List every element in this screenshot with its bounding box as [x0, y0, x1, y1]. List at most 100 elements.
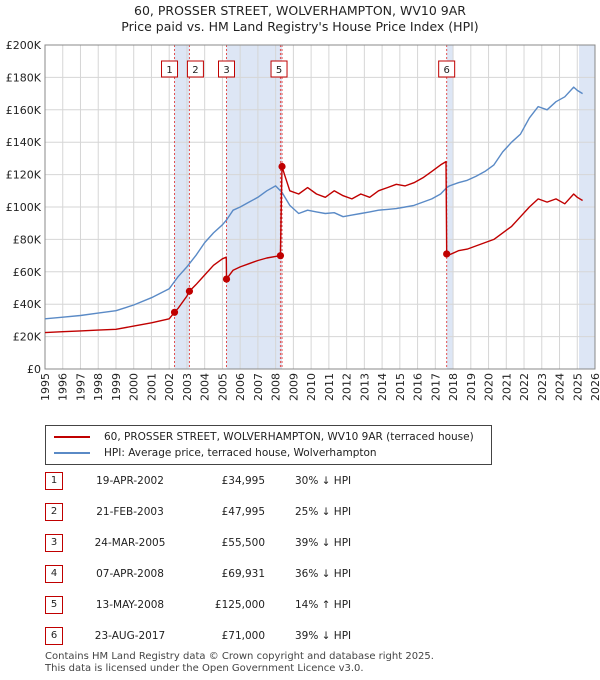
- sale-label-text: 5: [276, 65, 282, 76]
- sale-points: [170, 162, 451, 316]
- sale-point-6: [443, 250, 451, 258]
- x-tick-label: 2026: [589, 373, 600, 401]
- x-tick-label: 1996: [57, 373, 70, 401]
- sale-point-3: [222, 275, 231, 283]
- y-tick-label: £60K: [13, 266, 42, 279]
- x-tick-label: 2018: [447, 373, 460, 401]
- x-tick-label: 2004: [199, 373, 212, 401]
- sale-price: £47,995: [221, 506, 265, 518]
- x-tick-label: 2001: [145, 373, 158, 401]
- x-tick-label: 2002: [163, 373, 176, 401]
- x-tick-label: 2021: [500, 373, 513, 401]
- legend-property: 60, PROSSER STREET, WOLVERHAMPTON, WV10 …: [54, 429, 474, 445]
- sale-hpi-diff: 30% ↓ HPI: [295, 475, 352, 487]
- sale-label-box: [186, 60, 204, 78]
- y-tick-label: £160K: [6, 104, 42, 117]
- sale-date: 21-FEB-2003: [96, 506, 164, 518]
- table-row: 4 07-APR-2008 £69,931 36% ↓ HPI: [45, 565, 445, 583]
- sale-price: £34,995: [221, 475, 265, 487]
- x-tick-label: 2025: [571, 373, 584, 401]
- sale-badge: 2: [45, 503, 63, 521]
- sale-point-5: [278, 162, 286, 171]
- plot-area: [44, 44, 596, 370]
- x-tick-label: 1999: [110, 373, 123, 401]
- x-tick-label: 2023: [536, 373, 549, 401]
- sale-badge: 5: [45, 596, 63, 614]
- sale-badge: 3: [45, 534, 63, 552]
- x-tick-label: 2000: [128, 373, 141, 401]
- x-axis-ticks: 1995 1996 1997 1998 1999 2000 2001 2002 2003 2004…: [39, 373, 600, 401]
- x-tick-label: 2007: [252, 373, 265, 401]
- y-axis-ticks: £0 £20K £40K £60K £80K £100K £120K £140K £160K £1…: [6, 39, 42, 376]
- x-tick-label: 2003: [181, 373, 194, 401]
- sale-point-1: [170, 308, 179, 316]
- y-tick-label: £0: [27, 363, 41, 376]
- hpi-line: [44, 86, 583, 320]
- series-lines: [44, 86, 583, 334]
- x-tick-label: 2022: [518, 373, 531, 401]
- x-tick-label: 2008: [270, 373, 283, 401]
- x-tick-label: 2006: [234, 373, 247, 401]
- sale-label-box: [438, 60, 456, 78]
- legend-property-label: 60, PROSSER STREET, WOLVERHAMPTON, WV10 …: [104, 431, 474, 443]
- table-row: 5 13-MAY-2008 £125,000 14% ↑ HPI: [45, 596, 445, 614]
- legend-hpi-swatch: [54, 452, 90, 454]
- sale-date: 13-MAY-2008: [95, 599, 165, 611]
- chart-title: 60, PROSSER STREET, WOLVERHAMPTON, WV10 …: [134, 3, 466, 18]
- sale-hpi-diff: 36% ↓ HPI: [295, 568, 352, 580]
- x-tick-label: 2009: [287, 373, 300, 401]
- chart-subtitle: Price paid vs. HM Land Registry's House …: [121, 19, 479, 34]
- x-tick-label: 2014: [376, 373, 389, 401]
- y-tick-label: £180K: [6, 71, 42, 84]
- table-row: 1 19-APR-2002 £34,995 30% ↓ HPI: [45, 472, 445, 490]
- sale-labels: 1 2 3 5 6: [161, 60, 456, 78]
- sale-badge: 1: [45, 472, 63, 490]
- sale-price: £125,000: [214, 599, 265, 611]
- y-tick-label: £100K: [6, 201, 42, 214]
- sale-hpi-diff: 25% ↓ HPI: [295, 506, 352, 518]
- sale-badge: 6: [45, 627, 63, 645]
- sale-price: £69,931: [221, 568, 265, 580]
- sale-label-box: [161, 60, 179, 78]
- sale-label-box: [270, 60, 288, 78]
- legend: 60, PROSSER STREET, WOLVERHAMPTON, WV10 …: [45, 425, 492, 465]
- y-tick-label: £120K: [6, 169, 42, 182]
- x-tick-label: 2015: [394, 373, 407, 401]
- x-tick-label: 2016: [412, 373, 425, 401]
- sale-hpi-diff: 14% ↑ HPI: [295, 599, 352, 611]
- footer-copyright: Contains HM Land Registry data © Crown c…: [45, 651, 434, 662]
- sale-date: 07-APR-2008: [96, 568, 164, 580]
- x-tick-label: 1998: [92, 373, 105, 401]
- sale-hpi-diff: 39% ↓ HPI: [295, 537, 352, 549]
- x-tick-label: 2012: [341, 373, 354, 401]
- x-tick-label: 2010: [305, 373, 318, 401]
- y-tick-label: £20K: [13, 331, 42, 344]
- sale-hpi-diff: 39% ↓ HPI: [295, 630, 352, 642]
- sale-label-text: 6: [443, 65, 449, 76]
- sale-label-text: 3: [223, 65, 229, 76]
- sale-date: 24-MAR-2005: [94, 537, 166, 549]
- sale-date: 19-APR-2002: [96, 475, 164, 487]
- sale-point-2: [185, 287, 194, 295]
- legend-hpi-label: HPI: Average price, terraced house, Wolv…: [104, 447, 377, 459]
- y-tick-label: £40K: [13, 298, 42, 311]
- footer-licence: This data is licensed under the Open Gov…: [45, 663, 364, 674]
- sale-date: 23-AUG-2017: [94, 630, 166, 642]
- sale-label-text: 2: [192, 65, 198, 76]
- legend-hpi: HPI: Average price, terraced house, Wolv…: [54, 445, 377, 461]
- sale-label-box: [218, 60, 235, 78]
- table-row: 6 23-AUG-2017 £71,000 39% ↓ HPI: [45, 627, 445, 645]
- footer: Contains HM Land Registry data © Crown c…: [45, 651, 434, 675]
- x-tick-label: 2011: [323, 373, 336, 401]
- gridlines: [44, 44, 596, 370]
- x-tick-label: 2017: [429, 373, 442, 401]
- x-tick-label: 1995: [39, 373, 52, 401]
- sale-point-4: [276, 252, 285, 260]
- sale-price: £71,000: [221, 630, 265, 642]
- x-tick-label: 2024: [554, 373, 567, 401]
- sale-badge: 4: [45, 565, 63, 583]
- sale-label-text: 1: [166, 65, 172, 76]
- x-tick-label: 2013: [358, 373, 371, 401]
- y-tick-label: £140K: [6, 136, 42, 149]
